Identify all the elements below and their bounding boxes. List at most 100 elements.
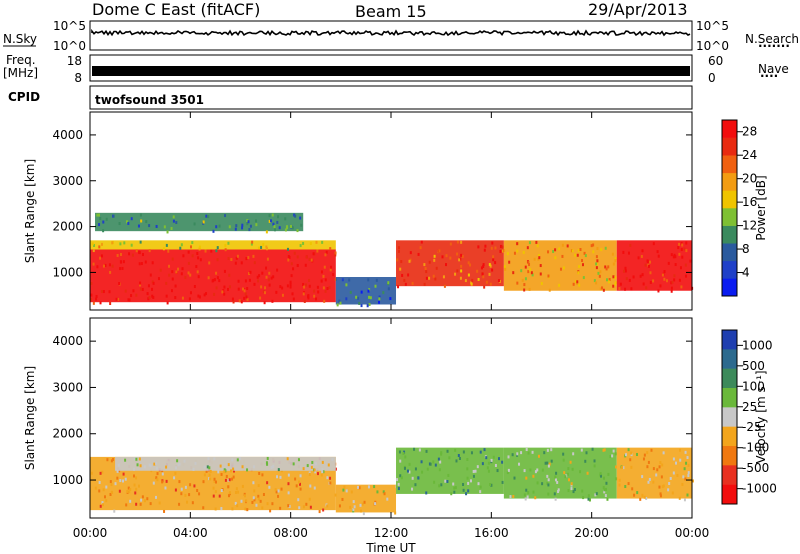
speckle — [264, 286, 267, 290]
speckle — [302, 467, 305, 471]
speckle — [614, 276, 617, 280]
speckle — [592, 243, 595, 247]
speckle — [320, 270, 323, 274]
speckle — [661, 273, 664, 277]
speckle — [334, 278, 337, 282]
speckle — [678, 242, 681, 246]
speckle — [576, 253, 579, 257]
speckle — [325, 250, 328, 254]
speckle — [240, 300, 243, 304]
speckle — [101, 503, 104, 507]
speckle — [508, 260, 511, 264]
speckle — [139, 502, 142, 506]
speckle — [293, 213, 296, 217]
speckle — [290, 274, 293, 278]
speckle — [554, 475, 557, 479]
speckle — [600, 474, 603, 478]
speckle — [289, 280, 292, 284]
speckle — [122, 260, 125, 264]
speckle — [491, 241, 494, 245]
speckle — [604, 265, 607, 269]
speckle — [399, 459, 402, 463]
nsky-trace — [91, 28, 691, 37]
speckle — [257, 497, 260, 501]
speckle — [367, 278, 370, 282]
speckle — [541, 482, 544, 486]
speckle — [90, 471, 93, 475]
speckle — [135, 487, 138, 491]
speckle — [539, 272, 542, 276]
speckle — [494, 261, 497, 265]
speckle — [177, 463, 180, 467]
speckle — [686, 493, 689, 497]
speckle — [483, 248, 486, 252]
speckle — [597, 271, 600, 275]
speckle — [525, 448, 528, 452]
speckle — [228, 273, 231, 277]
speckle — [320, 473, 323, 477]
speckle — [287, 258, 290, 262]
speckle — [180, 243, 183, 247]
speckle — [374, 284, 377, 288]
speckle — [658, 465, 661, 469]
speckle — [623, 269, 626, 273]
speckle — [387, 281, 390, 285]
freq-tick-top: 18 — [67, 54, 82, 68]
speckle — [298, 506, 301, 510]
speckle — [563, 471, 566, 475]
speckle — [196, 489, 199, 493]
speckle — [598, 274, 601, 278]
speckle — [275, 490, 278, 494]
speckle — [231, 507, 234, 511]
speckle — [161, 472, 164, 476]
y-tick-label: 2000 — [52, 427, 83, 441]
speckle — [433, 258, 436, 262]
speckle — [485, 280, 488, 284]
speckle — [622, 250, 625, 254]
speckle — [186, 500, 189, 504]
speckle — [140, 498, 143, 502]
speckle — [178, 480, 181, 484]
speckle — [513, 251, 516, 255]
power-colorbar-label: Power [dB] — [754, 175, 768, 240]
speckle — [214, 507, 217, 511]
speckle — [101, 501, 104, 505]
speckle — [442, 275, 445, 279]
speckle — [609, 455, 612, 459]
speckle — [396, 258, 399, 262]
speckle — [322, 508, 325, 512]
speckle — [458, 456, 461, 460]
power-colorbar-frame — [721, 119, 738, 297]
date-title: 29/Apr/2013 — [588, 0, 688, 19]
speckle — [558, 283, 561, 287]
velocity-colorbar-swatch — [722, 426, 737, 447]
speckle — [261, 271, 264, 275]
speckle — [329, 247, 332, 251]
speckle — [476, 465, 479, 469]
region-power-3 — [335, 277, 397, 305]
speckle — [139, 240, 142, 244]
speckle — [177, 267, 180, 271]
speckle — [234, 261, 237, 265]
speckle — [232, 300, 235, 304]
speckle — [482, 263, 485, 267]
speckle — [679, 266, 682, 270]
speckle — [460, 240, 463, 244]
speckle — [492, 255, 495, 259]
speckle — [285, 226, 288, 230]
speckle — [554, 478, 557, 482]
speckle — [214, 490, 217, 494]
speckle — [607, 265, 610, 269]
speckle — [604, 487, 607, 491]
speckle — [485, 456, 488, 460]
speckle — [359, 509, 362, 513]
speckle — [131, 253, 134, 257]
speckle — [490, 246, 493, 250]
speckle — [99, 301, 102, 305]
speckle — [305, 502, 308, 506]
speckle — [683, 498, 686, 502]
speckle — [232, 469, 235, 473]
speckle — [527, 491, 530, 495]
speckle — [118, 222, 121, 226]
